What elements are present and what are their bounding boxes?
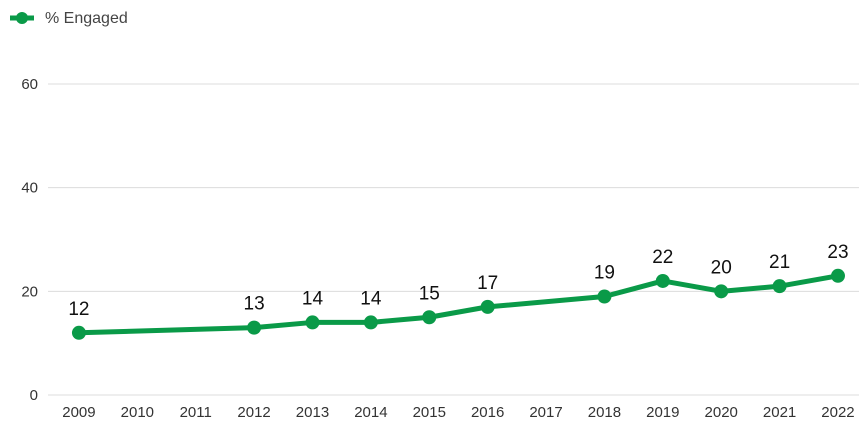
- x-tick-label: 2016: [471, 404, 504, 421]
- point: [71, 325, 86, 340]
- data-label: 13: [244, 294, 265, 315]
- x-tick-label: 2020: [705, 404, 738, 421]
- x-tick-label: 2021: [763, 404, 796, 421]
- x-tick-label: 2010: [121, 404, 154, 421]
- data-label: 20: [711, 257, 732, 278]
- x-tick-label: 2022: [821, 404, 854, 421]
- x-tick-label: 2017: [529, 404, 562, 421]
- data-label: 19: [594, 263, 615, 284]
- data-label: 15: [419, 283, 440, 304]
- data-label: 21: [769, 252, 790, 273]
- point: [772, 279, 787, 294]
- point: [480, 299, 495, 314]
- point: [305, 315, 320, 330]
- data-label: 23: [827, 242, 848, 263]
- x-tick-label: 2013: [296, 404, 329, 421]
- x-tick-label: 2012: [237, 404, 270, 421]
- line: [78, 273, 839, 336]
- legend-marker: [16, 12, 28, 24]
- point: [655, 273, 670, 288]
- data-label: 12: [68, 299, 89, 320]
- data-label: 17: [477, 273, 498, 294]
- x-tick-label: 2011: [180, 404, 212, 421]
- x-tick-label: 2015: [413, 404, 446, 421]
- point: [422, 310, 437, 325]
- y-tick-label: 20: [21, 283, 38, 300]
- data-label: 22: [652, 247, 673, 268]
- x-tick-label: 2019: [646, 404, 679, 421]
- x-tick-label: 2018: [588, 404, 621, 421]
- y-tick-label: 60: [21, 76, 38, 93]
- point: [597, 289, 612, 304]
- legend-label: % Engaged: [45, 10, 128, 27]
- point: [714, 284, 729, 299]
- y-tick-label: 40: [21, 180, 38, 197]
- point: [363, 315, 378, 330]
- y-tick-label: 0: [30, 387, 38, 404]
- point: [830, 268, 845, 283]
- x-tick-label: 2009: [62, 404, 95, 421]
- x-tick-label: 2014: [354, 404, 387, 421]
- data-label: 14: [302, 288, 324, 309]
- data-label: 14: [360, 288, 382, 309]
- point: [247, 320, 262, 335]
